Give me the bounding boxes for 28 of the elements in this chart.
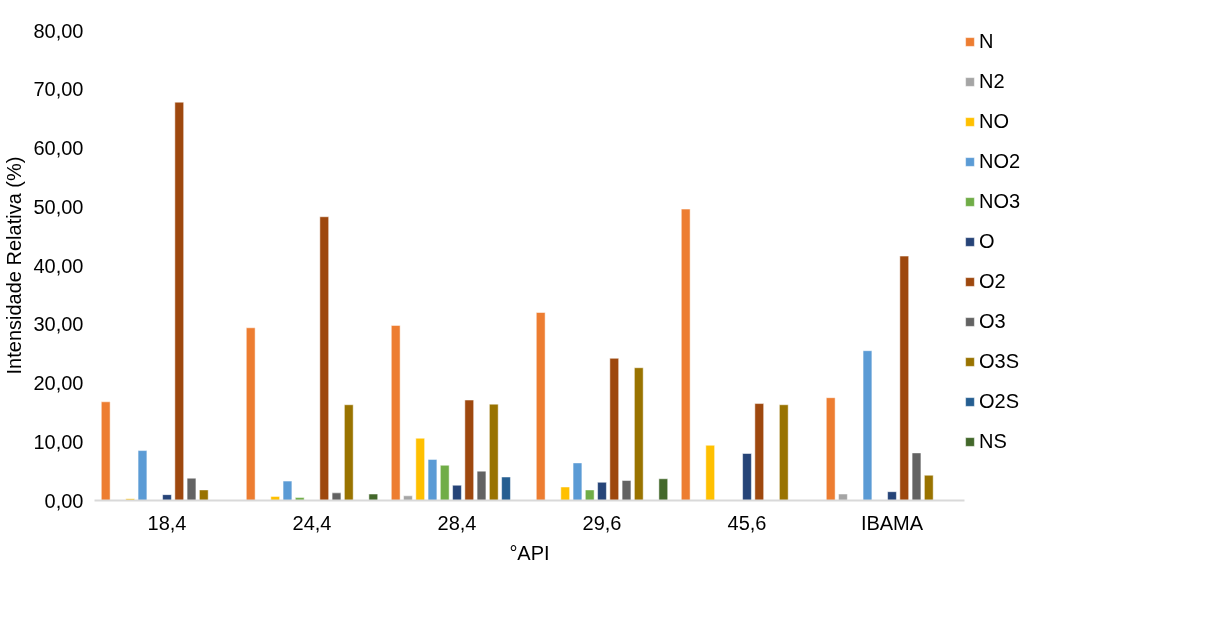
y-tick-label: 0,00 <box>44 489 84 512</box>
legend-label: NO3 <box>979 190 1021 213</box>
legend-label: NS <box>979 430 1007 453</box>
y-tick-label: 20,00 <box>33 372 84 394</box>
legend-label: NO2 <box>979 150 1021 173</box>
x-tick-label: 28,4 <box>437 511 477 534</box>
y-tick-label: 10,00 <box>33 430 84 453</box>
x-tick-label: 24,4 <box>292 511 332 534</box>
x-tick-label: 18,4 <box>147 511 187 534</box>
x-tick-label: 29,6 <box>582 511 622 534</box>
y-tick-label: 30,00 <box>33 313 84 336</box>
legend-label: N2 <box>979 70 1005 93</box>
y-tick-label: 40,00 <box>33 254 84 277</box>
y-tick-label: 50,00 <box>33 195 84 218</box>
y-tick-label: 60,00 <box>33 137 84 159</box>
y-tick-label: 70,00 <box>33 78 84 101</box>
legend-label: O2 <box>979 270 1006 293</box>
legend-label: O <box>979 230 996 253</box>
legend-label: N <box>979 30 995 53</box>
y-tick-label: 80,00 <box>33 19 84 42</box>
legend-label: NO <box>979 110 1009 133</box>
legend-label: O2S <box>979 390 1020 413</box>
legend-label: O3S <box>979 350 1020 373</box>
x-tick-label: 45,6 <box>727 511 767 534</box>
legend-label: O3 <box>979 310 1006 333</box>
y-axis-title: Intensidade Relativa (%) <box>3 156 26 375</box>
x-tick-label: IBAMA <box>860 511 924 534</box>
x-axis-title: °API <box>509 541 550 564</box>
